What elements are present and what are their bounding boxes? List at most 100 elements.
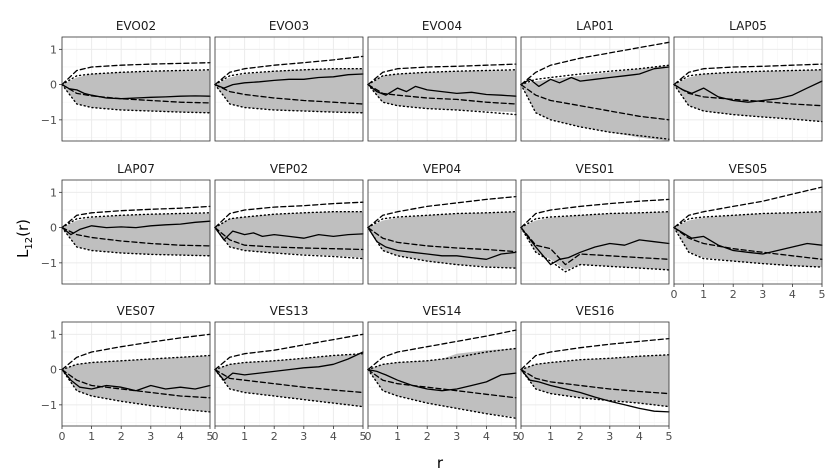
dashed-upper-line bbox=[673, 186, 823, 229]
dashed-lower-line bbox=[214, 83, 364, 105]
panel-strip bbox=[368, 158, 516, 180]
dashed-lower-line bbox=[214, 226, 364, 251]
x-tick-label: 4 bbox=[636, 430, 643, 443]
panel-lap05: LAP05 bbox=[673, 15, 823, 142]
panel-title: VES14 bbox=[423, 304, 462, 318]
dashed-lower-line bbox=[367, 368, 517, 399]
x-tick-label: 3 bbox=[453, 430, 460, 443]
dotted-lower-line bbox=[520, 368, 670, 408]
x-tick-label: 2 bbox=[118, 430, 125, 443]
panel-strip bbox=[62, 158, 210, 180]
panel-evo03: EVO03 bbox=[214, 15, 364, 142]
dashed-upper-line bbox=[520, 337, 670, 371]
observed-line bbox=[673, 80, 823, 103]
panel-strip bbox=[674, 15, 822, 37]
y-tick-label: 1 bbox=[50, 328, 57, 341]
panel-vep02: VEP02 bbox=[214, 158, 364, 285]
dashed-upper-line bbox=[367, 63, 517, 86]
y-tick-label: 0 bbox=[50, 79, 57, 92]
dotted-upper-line bbox=[520, 64, 670, 86]
envelope-band bbox=[674, 211, 822, 268]
dashed-lower-line bbox=[520, 83, 670, 121]
dashed-lower-line bbox=[367, 226, 517, 253]
envelope-band bbox=[215, 353, 363, 407]
panel-border bbox=[520, 179, 670, 285]
dotted-upper-line bbox=[61, 69, 211, 86]
dotted-lower-line bbox=[673, 83, 823, 123]
panel-strip bbox=[521, 300, 669, 322]
panel-border bbox=[520, 36, 670, 142]
dashed-lower-line bbox=[61, 226, 211, 247]
y-tick-label: −1 bbox=[41, 114, 57, 127]
panel-title: VES13 bbox=[270, 304, 309, 318]
envelope-band bbox=[521, 65, 669, 141]
panel-strip bbox=[215, 158, 363, 180]
panel-strip bbox=[368, 15, 516, 37]
x-tick-label: 4 bbox=[789, 288, 796, 301]
dotted-upper-line bbox=[61, 212, 211, 229]
panel-ves07: VES07 1 0 −1 0 1 2 3 4 5 bbox=[41, 300, 214, 443]
dotted-upper-line bbox=[214, 67, 364, 86]
panel-ves13: VES13 0 1 2 3 4 5 bbox=[212, 300, 367, 443]
observed-line bbox=[214, 226, 364, 241]
x-tick-label: 0 bbox=[59, 430, 66, 443]
panel-title: VES16 bbox=[576, 304, 615, 318]
panel-strip bbox=[521, 15, 669, 37]
panel-border bbox=[214, 179, 364, 285]
x-tick-label: 4 bbox=[330, 430, 337, 443]
panel-border bbox=[214, 36, 364, 142]
x-axis-title: r bbox=[437, 454, 444, 472]
envelope-band bbox=[674, 69, 822, 122]
panel-border bbox=[214, 321, 364, 427]
x-tick-label: 1 bbox=[88, 430, 95, 443]
dotted-lower-line bbox=[214, 226, 364, 260]
panel-border bbox=[673, 179, 823, 285]
panel-title: VES01 bbox=[576, 162, 615, 176]
x-tick-label: 5 bbox=[666, 430, 673, 443]
dotted-lower-line bbox=[367, 368, 517, 419]
envelope-band bbox=[62, 355, 210, 412]
dotted-lower-line bbox=[214, 368, 364, 408]
panel-strip bbox=[62, 15, 210, 37]
panel-border bbox=[61, 179, 211, 285]
panel-title: VES05 bbox=[729, 162, 768, 176]
panel-evo02: EVO02 1 0 −1 bbox=[41, 15, 211, 142]
dashed-upper-line bbox=[520, 41, 670, 86]
x-tick-label: 2 bbox=[424, 430, 431, 443]
y-tick-label: 0 bbox=[50, 364, 57, 377]
x-tick-label: 1 bbox=[394, 430, 401, 443]
x-tick-label: 2 bbox=[271, 430, 278, 443]
x-tick-label: 4 bbox=[483, 430, 490, 443]
panel-title: LAP01 bbox=[576, 19, 614, 33]
x-tick-label: 3 bbox=[147, 430, 154, 443]
panel-title: VEP02 bbox=[270, 162, 308, 176]
panel-strip bbox=[215, 15, 363, 37]
dotted-lower-line bbox=[673, 226, 823, 268]
dashed-upper-line bbox=[214, 201, 364, 229]
panel-border bbox=[61, 36, 211, 142]
y-axis-title: L12(r) bbox=[14, 219, 35, 258]
x-tick-label: 3 bbox=[759, 288, 766, 301]
x-tick-label: 5 bbox=[513, 430, 520, 443]
panel-border bbox=[61, 321, 211, 427]
panel-title: EVO02 bbox=[116, 19, 156, 33]
x-tick-label: 0 bbox=[212, 430, 219, 443]
dotted-lower-line bbox=[520, 226, 670, 273]
observed-line bbox=[214, 351, 364, 381]
x-tick-label: 5 bbox=[360, 430, 367, 443]
dashed-upper-line bbox=[367, 329, 517, 371]
observed-line bbox=[520, 226, 670, 266]
dashed-lower-line bbox=[61, 368, 211, 399]
y-tick-label: −1 bbox=[41, 399, 57, 412]
dotted-upper-line bbox=[214, 210, 364, 229]
envelope-band bbox=[368, 348, 516, 418]
dashed-upper-line bbox=[214, 55, 364, 86]
x-tick-label: 4 bbox=[177, 430, 184, 443]
panel-border bbox=[520, 321, 670, 427]
dashed-lower-line bbox=[520, 226, 670, 266]
dashed-lower-line bbox=[520, 368, 670, 395]
x-tick-label: 2 bbox=[577, 430, 584, 443]
panel-title: VES07 bbox=[117, 304, 156, 318]
x-tick-label: 5 bbox=[819, 288, 826, 301]
